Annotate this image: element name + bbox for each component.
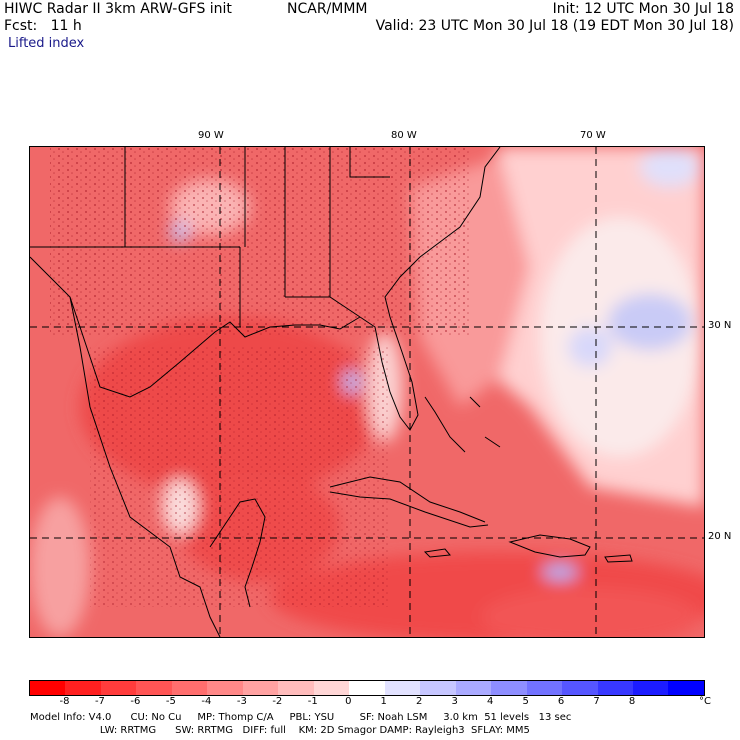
colorbar-tick-label: 4 — [486, 696, 494, 707]
colorbar-swatch — [242, 681, 279, 695]
field-specks-gulf — [90, 347, 390, 607]
colorbar-swatch — [632, 681, 669, 695]
colorbar-tick-label: -5 — [165, 696, 176, 707]
colorbar-swatch — [526, 681, 563, 695]
colorbar-swatch — [207, 681, 243, 695]
colorbar-tick-label: -1 — [307, 696, 318, 707]
coastline-jamaica — [423, 548, 451, 558]
colorbar-tick-label: 2 — [416, 696, 423, 707]
lat-label-30n: 30 N — [708, 320, 732, 331]
colorbar-swatch — [668, 681, 704, 695]
colorbar-tick-label: -7 — [94, 696, 105, 707]
colorbar-tick-label: 8 — [628, 696, 636, 707]
field-specks-land — [50, 147, 470, 337]
colorbar-swatch — [278, 681, 314, 695]
colorbar-swatch — [313, 681, 350, 695]
colorbar — [29, 680, 705, 696]
field-stable-blob — [568, 327, 612, 367]
colorbar-swatch — [597, 681, 633, 695]
colorbar-swatch — [100, 681, 137, 695]
state-borders — [30, 147, 390, 327]
colorbar-swatch — [455, 681, 492, 695]
coastline-cuba — [329, 476, 486, 523]
field-stable-north — [640, 147, 700, 187]
colorbar-swatch — [171, 681, 208, 695]
colorbar-unit: °C — [699, 696, 711, 707]
colorbar-tick-label: -3 — [236, 696, 247, 707]
colorbar-tick-label: 1 — [380, 696, 387, 707]
field-name: Lifted index — [8, 36, 85, 51]
source-label: NCAR/MMM — [287, 1, 368, 17]
lon-label-90w: 90 W — [198, 130, 224, 141]
field-stable-swirl — [608, 294, 692, 350]
colorbar-tick-label: 7 — [593, 696, 600, 707]
colorbar-swatch — [65, 681, 101, 695]
colorbar-tick-label: 3 — [451, 696, 458, 707]
colorbar-swatch — [420, 681, 456, 695]
colorbar-swatch — [136, 681, 172, 695]
coastline-bahamas — [424, 396, 501, 453]
lat-label-20n: 20 N — [708, 531, 732, 542]
product-title: HIWC Radar II 3km ARW-GFS init — [4, 1, 232, 17]
model-info-line1: Model Info: V4.0 CU: No Cu MP: Thomp C/A… — [30, 712, 572, 723]
colorbar-tick-label: 5 — [522, 696, 529, 707]
field-blue-hisp — [542, 564, 578, 580]
init-time: Init: 12 UTC Mon 30 Jul 18 — [552, 1, 734, 17]
colorbar-swatch — [349, 681, 385, 695]
field-caribbean-east — [480, 587, 700, 637]
forecast-hour: Fcst: 11 h — [4, 18, 82, 34]
colorbar-swatch — [384, 681, 421, 695]
colorbar-tick-label: -8 — [59, 696, 70, 707]
lifted-index-map — [29, 146, 705, 638]
coastline-puerto-rico — [604, 554, 633, 563]
model-info-line2: LW: RRTMG SW: RRTMG DIFF: full KM: 2D Sm… — [30, 725, 530, 736]
coastline-gulf-north — [30, 256, 361, 398]
coastline-yucatan — [209, 498, 266, 608]
colorbar-tick-label: 0 — [345, 696, 352, 707]
coastline-cuba-south — [329, 491, 489, 528]
colorbar-swatch — [491, 681, 527, 695]
coastline-mexico — [69, 296, 221, 637]
lon-label-80w: 80 W — [391, 130, 417, 141]
colorbar-tick-label: -6 — [130, 696, 141, 707]
coastline-florida — [359, 147, 501, 431]
field-pacific-light — [30, 497, 90, 637]
colorbar-tick-label: -2 — [272, 696, 283, 707]
lon-label-70w: 70 W — [580, 130, 606, 141]
colorbar-swatch — [562, 681, 598, 695]
valid-time: Valid: 23 UTC Mon 30 Jul 18 (19 EDT Mon … — [375, 18, 734, 34]
coastline-hispaniola — [508, 534, 591, 558]
colorbar-swatch — [30, 681, 66, 695]
colorbar-tick-label: -4 — [201, 696, 212, 707]
colorbar-tick-label: 6 — [557, 696, 565, 707]
